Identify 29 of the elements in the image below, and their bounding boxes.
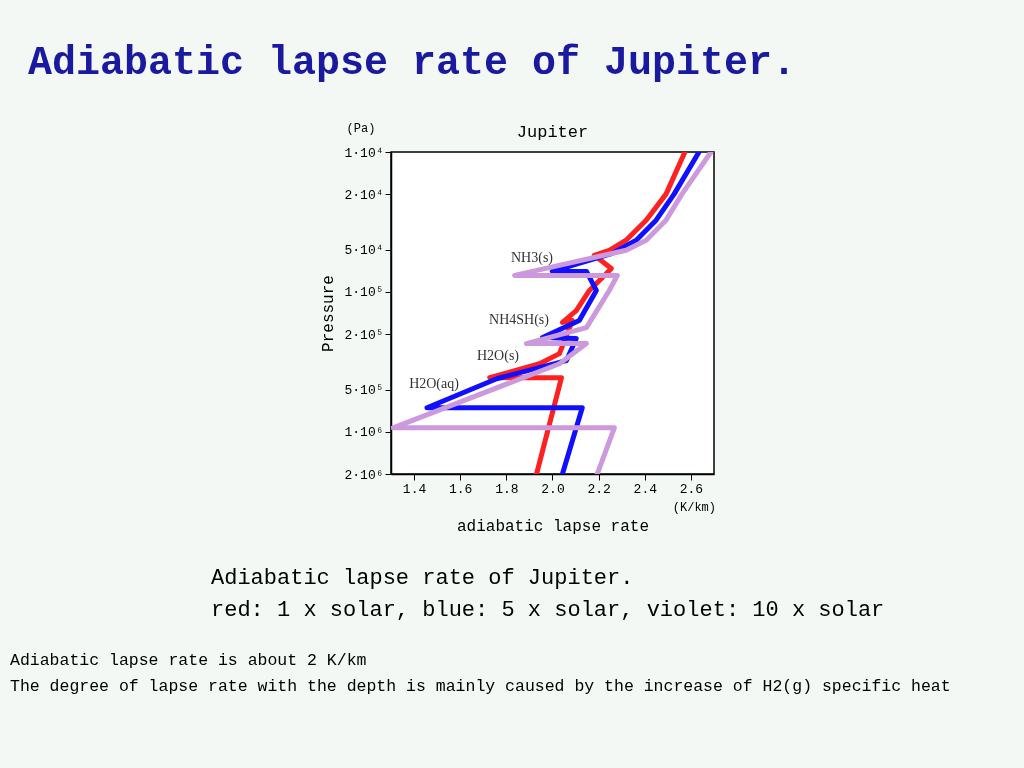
y-tick-label: 5·10⁴ <box>344 243 384 259</box>
text: (Pa) <box>346 122 376 136</box>
x-tick-label: 1.4 <box>402 481 427 497</box>
text: red: 1 x solar, blue: 5 x solar, violet: 10 x solar <box>211 598 885 623</box>
y-tick-label: 2·10⁶ <box>344 467 384 483</box>
y-axis-title: Pressure <box>320 275 339 352</box>
annotation: H2O(aq) <box>409 376 460 392</box>
y-tick-label: 2·10⁵ <box>344 327 384 343</box>
y-tick-label: 1·10⁵ <box>344 285 384 301</box>
x-tick-label: 2.4 <box>633 481 658 497</box>
y-tick-label: 5·10⁵ <box>344 383 384 399</box>
y-tick-label: 1·10⁴ <box>344 145 384 161</box>
x-tick-label: 1.6 <box>449 481 473 497</box>
x-tick-label: 1.8 <box>495 481 519 497</box>
x-tick-label: 2.2 <box>587 481 611 497</box>
text: (K/km) <box>672 501 716 515</box>
annotation: NH3(s) <box>511 250 554 266</box>
y-tick-label: 1·10⁶ <box>344 425 384 441</box>
annotation: NH4SH(s) <box>489 312 550 328</box>
x-tick-label: 2.6 <box>679 481 704 497</box>
x-tick-label: 2.0 <box>541 481 565 497</box>
chart-subtitle: Jupiter <box>516 123 589 142</box>
text: Adiabatic lapse rate of Jupiter. <box>211 566 634 591</box>
y-tick-label: 2·10⁴ <box>344 187 384 203</box>
text: The degree of lapse rate with the depth is mainly caused by the increase of H2(g) specific heat <box>10 677 951 696</box>
chart-title: Adiabatic lapse rate of Jupiter. <box>28 41 797 86</box>
annotation: H2O(s) <box>477 348 520 364</box>
text: Adiabatic lapse rate is about 2 K/km <box>10 651 367 670</box>
x-axis-title: adiabatic lapse rate <box>456 517 650 536</box>
